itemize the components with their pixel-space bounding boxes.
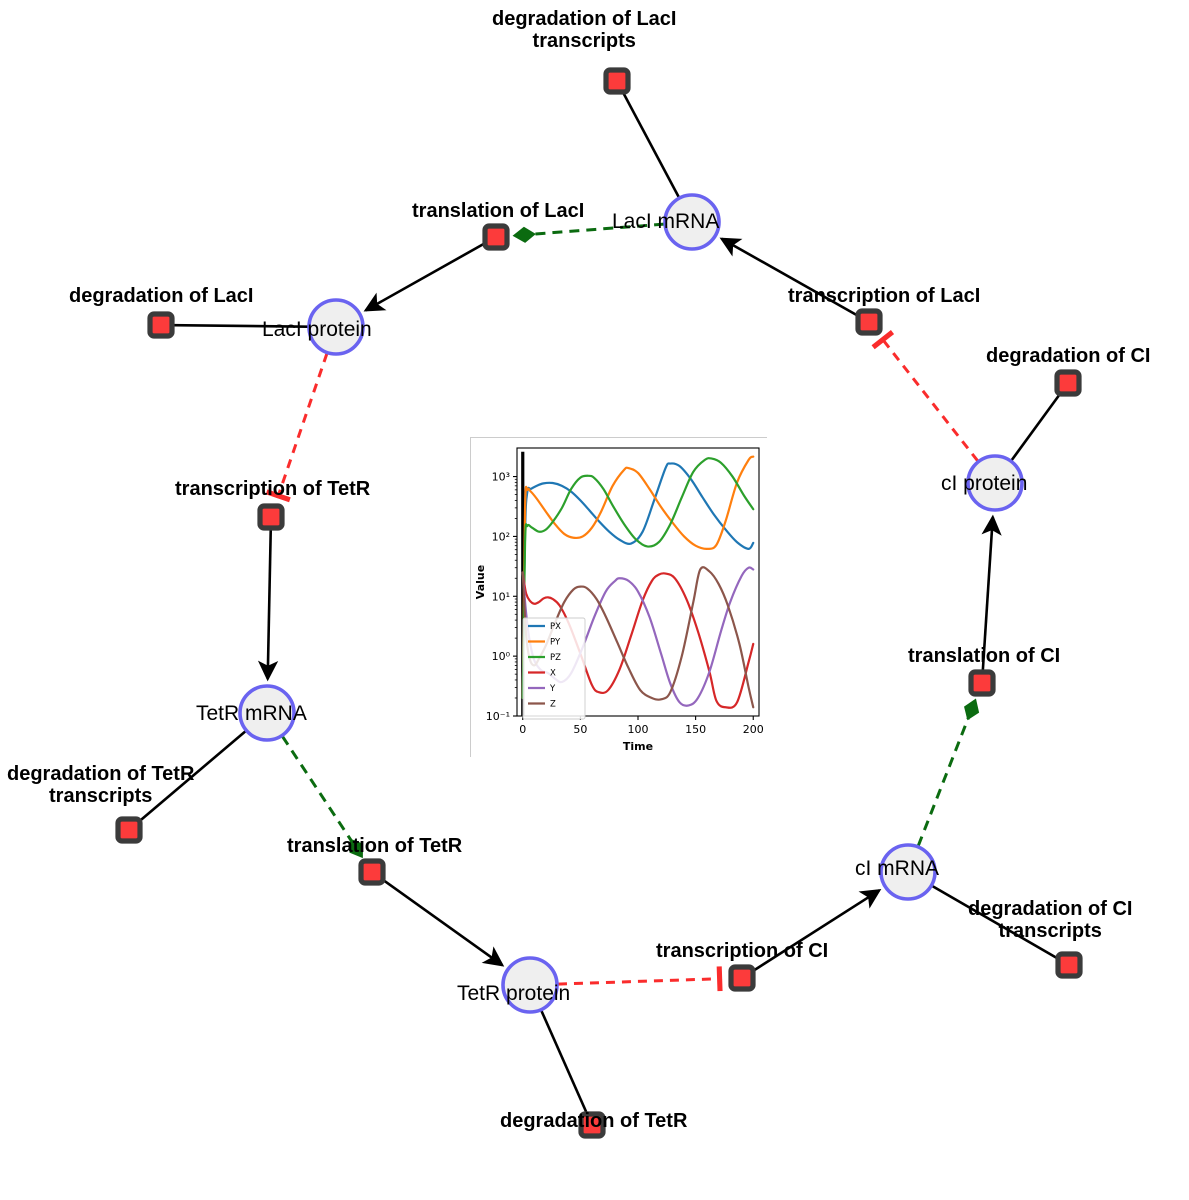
legend-entry-Y: Y <box>549 684 556 694</box>
reaction-node-deg_tetr_transcripts[interactable] <box>115 816 143 844</box>
reaction-node-deg_laci[interactable] <box>147 311 175 339</box>
y-tick-label: 10⁰ <box>492 650 511 663</box>
edge-deg_ci-to-ci_protein[interactable] <box>1010 392 1062 462</box>
series-line-PZ <box>521 457 755 700</box>
reaction-node-translation_ci[interactable] <box>968 669 996 697</box>
y-tick-label: 10¹ <box>492 590 510 603</box>
species-node-laci_protein[interactable] <box>307 298 365 356</box>
edge-deg_ci_transcripts-to-ci_mrna[interactable] <box>931 884 1059 960</box>
x-tick-label: 100 <box>628 723 649 736</box>
reaction-node-translation_laci[interactable] <box>482 223 510 251</box>
reaction-node-deg_laci_transcripts[interactable] <box>603 67 631 95</box>
node-layer <box>115 67 1083 1139</box>
legend-entry-PY: PY <box>550 638 561 648</box>
species-node-ci_protein[interactable] <box>966 454 1024 512</box>
edge-tetr_protein-to-transcription_ci[interactable] <box>557 966 723 992</box>
x-tick-label: 200 <box>743 723 764 736</box>
edge-deg_tetr_transcripts-to-tetr_mrna[interactable] <box>138 730 247 823</box>
reaction-node-transcription_ci[interactable] <box>728 964 756 992</box>
reaction-node-transcription_laci[interactable] <box>855 308 883 336</box>
edge-laci_mrna-to-translation_laci[interactable] <box>512 222 665 243</box>
series-line-PX <box>521 462 755 700</box>
legend-entry-PZ: PZ <box>550 653 561 663</box>
species-node-laci_mrna[interactable] <box>663 193 721 251</box>
species-node-ci_mrna[interactable] <box>879 843 937 901</box>
series-line-X <box>521 571 755 709</box>
edge-deg_tetr-to-tetr_protein[interactable] <box>540 1010 588 1114</box>
x-tick-label: 150 <box>685 723 706 736</box>
species-node-tetr_protein[interactable] <box>501 956 559 1014</box>
y-tick-label: 10⁻¹ <box>486 710 510 723</box>
edge-transcription_ci-to-ci_mrna[interactable] <box>752 889 882 973</box>
y-axis-label: Value <box>474 565 487 599</box>
y-tick-label: 10³ <box>492 471 510 484</box>
edge-laci_protein-to-transcription_tetr[interactable] <box>265 353 329 503</box>
edge-transcription_laci-to-laci_mrna[interactable] <box>719 237 859 317</box>
reaction-node-translation_tetr[interactable] <box>358 858 386 886</box>
reaction-node-deg_ci_transcripts[interactable] <box>1055 951 1083 979</box>
edge-transcription_tetr-to-tetr_mrna[interactable] <box>257 529 279 682</box>
edge-translation_ci-to-ci_protein[interactable] <box>981 514 1002 671</box>
legend-entry-Z: Z <box>550 700 556 710</box>
legend-entry-PX: PX <box>550 622 561 632</box>
chart-legend: PX PY PZ XYZ <box>522 617 586 720</box>
y-tick-label: 10² <box>492 530 510 543</box>
x-tick-label: 50 <box>573 723 587 736</box>
edge-ci_mrna-to-translation_ci[interactable] <box>916 698 980 847</box>
x-tick-label: 0 <box>519 723 526 736</box>
reaction-node-deg_ci[interactable] <box>1054 369 1082 397</box>
reaction-node-deg_tetr[interactable] <box>578 1111 606 1139</box>
edge-ci_protein-to-transcription_laci[interactable] <box>871 330 979 462</box>
legend-entry-X: X <box>550 669 556 679</box>
series-line-PY <box>521 455 755 700</box>
edge-translation_tetr-to-tetr_protein[interactable] <box>381 878 505 967</box>
species-node-tetr_mrna[interactable] <box>238 684 296 742</box>
x-axis-label: Time <box>623 740 653 753</box>
edge-deg_laci_transcripts-to-laci_mrna[interactable] <box>621 91 680 198</box>
edge-tetr_mrna-to-translation_tetr[interactable] <box>281 735 363 859</box>
timecourse-inset-plot: 10⁻¹ 10⁰ 10¹ 10² 10³ 0 50 100 150 200 Time Value PX P… <box>470 437 768 758</box>
edge-translation_laci-to-laci_protein[interactable] <box>363 242 486 312</box>
reaction-node-transcription_tetr[interactable] <box>257 503 285 531</box>
edge-layer <box>138 91 1062 1114</box>
edge-deg_laci-to-laci_protein[interactable] <box>173 323 309 328</box>
